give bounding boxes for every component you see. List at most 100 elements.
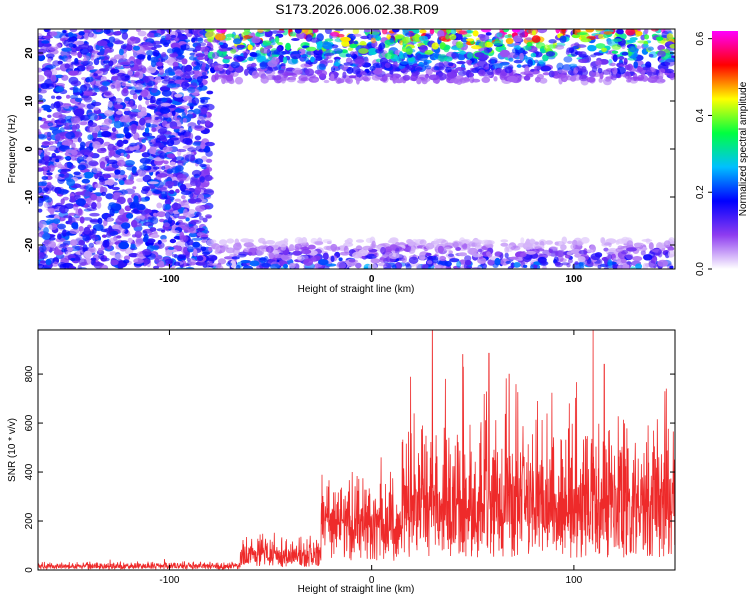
heatmap-cell <box>580 237 590 244</box>
heatmap-cell <box>184 29 190 34</box>
heatmap-cell <box>282 56 288 64</box>
heatmap-cell <box>72 85 79 93</box>
heatmap-cell <box>90 257 97 261</box>
heatmap-cell <box>182 208 188 217</box>
heatmap-cell <box>595 43 606 49</box>
heatmap-cell <box>508 57 514 62</box>
heatmap-cell <box>322 42 333 50</box>
heatmap-cell <box>486 69 494 76</box>
heatmap-cell <box>226 262 233 267</box>
heatmap-cell <box>585 29 595 33</box>
heatmap-x-tick-label: 0 <box>369 274 375 285</box>
heatmap-cell <box>555 29 560 34</box>
heatmap-cell <box>553 256 559 264</box>
heatmap-cell <box>179 235 189 243</box>
heatmap-cell <box>592 71 601 78</box>
heatmap-y-tick-label: 20 <box>24 47 35 59</box>
heatmap-cell <box>146 66 157 74</box>
heatmap-cell <box>666 33 674 40</box>
heatmap-cell <box>50 69 58 76</box>
heatmap-cell <box>650 29 659 32</box>
heatmap-cell <box>70 62 80 66</box>
heatmap-cell <box>133 45 140 51</box>
heatmap-cell <box>285 42 291 51</box>
heatmap-cell <box>125 96 130 102</box>
heatmap-cell <box>153 265 160 269</box>
heatmap-cell <box>59 131 67 137</box>
heatmap-cell <box>62 240 73 245</box>
heatmap-cell <box>334 29 344 32</box>
heatmap-cell <box>70 257 76 262</box>
heatmap-cell <box>71 149 78 156</box>
heatmap-cell <box>70 80 82 87</box>
heatmap-cell <box>200 65 206 72</box>
heatmap-cell <box>578 54 589 58</box>
heatmap-cell <box>625 71 630 77</box>
heatmap-cell <box>371 31 380 39</box>
heatmap-cell <box>148 183 156 189</box>
heatmap-cell <box>669 265 674 269</box>
heatmap-y-tick-label: -20 <box>24 237 35 252</box>
heatmap-cell <box>383 263 392 269</box>
snr-y-axis-title: SNR (10 * v/v) <box>7 418 18 482</box>
heatmap-cell <box>219 239 228 246</box>
heatmap-cell <box>104 227 115 234</box>
heatmap-cell <box>320 59 330 64</box>
heatmap-cell <box>113 192 122 196</box>
heatmap-cell <box>300 63 311 68</box>
heatmap-cell <box>81 178 91 184</box>
heatmap-cell <box>169 53 179 58</box>
heatmap-cell <box>429 29 435 35</box>
heatmap-cell <box>155 111 161 115</box>
heatmap-cell <box>190 154 196 162</box>
heatmap-cell <box>145 119 155 124</box>
heatmap-cell <box>124 150 134 154</box>
heatmap-cell <box>169 137 179 141</box>
heatmap-cell <box>210 239 217 244</box>
heatmap-cell <box>181 58 188 65</box>
heatmap-cell <box>65 131 76 140</box>
heatmap-cell <box>204 174 213 182</box>
heatmap-cell <box>78 239 86 246</box>
heatmap-cell <box>157 173 168 178</box>
heatmap-cell <box>314 241 324 246</box>
heatmap-cell <box>248 32 254 37</box>
heatmap-cell <box>471 45 482 50</box>
heatmap-cell <box>74 97 83 102</box>
heatmap-cell <box>626 39 636 44</box>
heatmap-cell <box>343 242 354 247</box>
heatmap-cell <box>265 245 274 253</box>
heatmap-cell <box>91 50 99 54</box>
heatmap-cell <box>115 217 125 225</box>
heatmap-cell <box>477 257 487 265</box>
heatmap-cell <box>42 233 51 240</box>
heatmap-cell <box>190 219 202 224</box>
heatmap-cell <box>251 70 259 79</box>
heatmap-cell <box>183 71 192 75</box>
heatmap-cell <box>92 167 102 174</box>
heatmap-cell <box>424 65 432 70</box>
heatmap-cell <box>101 234 107 238</box>
heatmap-cell <box>73 40 85 45</box>
heatmap-cell <box>108 202 117 207</box>
snr-y-tick-label: 200 <box>24 512 35 529</box>
heatmap-cell <box>318 49 323 57</box>
heatmap-cell <box>304 68 315 76</box>
heatmap-cell <box>316 44 323 50</box>
heatmap-cell <box>392 264 397 269</box>
heatmap-cell <box>63 215 72 219</box>
heatmap-cell <box>352 33 362 37</box>
heatmap-cell <box>184 75 191 79</box>
heatmap-cell <box>179 105 190 110</box>
heatmap-cell <box>92 141 101 149</box>
heatmap-cell <box>530 52 537 58</box>
heatmap-cell <box>352 29 360 35</box>
heatmap-cell <box>504 66 513 74</box>
heatmap-cell <box>292 250 302 257</box>
heatmap-cell <box>287 58 299 65</box>
heatmap-cell <box>196 227 206 232</box>
heatmap-cell <box>451 52 459 60</box>
heatmap-cell <box>124 205 132 212</box>
heatmap-cell <box>43 187 50 192</box>
heatmap-cell <box>43 154 50 162</box>
